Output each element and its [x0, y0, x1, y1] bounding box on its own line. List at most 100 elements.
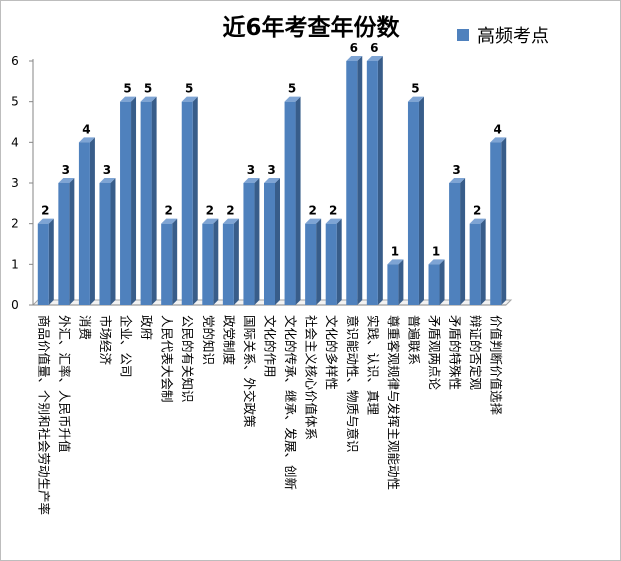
y-tick-label: 4 [11, 135, 19, 149]
bar [407, 96, 424, 306]
category-label: 外汇、汇率、人民币升值 [57, 315, 72, 453]
bar-front [202, 223, 214, 305]
data-label: 4 [82, 122, 90, 136]
bar-front [99, 183, 111, 305]
bar-front [325, 223, 337, 305]
data-label: 2 [41, 204, 49, 218]
data-label: 6 [370, 41, 378, 55]
bar-front [243, 183, 255, 305]
bar-front [120, 101, 132, 306]
bar [325, 218, 342, 305]
bar-side [357, 56, 363, 305]
bar-front [161, 223, 173, 305]
bar-front [181, 101, 193, 306]
data-label: 2 [164, 204, 172, 218]
y-tick-label: 0 [11, 298, 19, 312]
bar-top [387, 259, 404, 265]
category-label: 普遍联系 [406, 315, 421, 365]
bar-front [428, 264, 440, 305]
category-label: 价值判断价值选择 [489, 315, 504, 416]
category-label: 公民的有关知识 [180, 315, 195, 403]
bar [58, 178, 75, 305]
bar-side [275, 178, 280, 305]
bar-top [346, 56, 363, 61]
bar-side [110, 178, 116, 305]
bar-top [325, 218, 342, 224]
category-label: 文化的传承、继承、发展、创新 [283, 315, 298, 490]
data-label: 2 [473, 204, 481, 218]
data-label: 3 [62, 163, 70, 177]
bar-side [439, 259, 445, 305]
bar-side [398, 259, 404, 305]
bar-top [243, 178, 260, 183]
bar-side [233, 218, 239, 305]
bar-side [192, 96, 198, 306]
bar-side [151, 96, 157, 306]
data-label: 2 [206, 204, 214, 218]
bar-top [58, 178, 75, 183]
bar-side [377, 56, 383, 305]
bar-front [490, 142, 502, 305]
bar [305, 218, 322, 305]
bar-front [469, 223, 481, 305]
bar-top [37, 218, 54, 224]
bar [387, 259, 404, 305]
category-label: 消费 [77, 315, 92, 340]
bar-top [120, 96, 137, 102]
category-label: 文化的多样性 [324, 315, 339, 390]
bar-side [316, 218, 322, 305]
bar [222, 218, 239, 305]
bar [37, 218, 54, 305]
y-tick-label: 6 [11, 54, 19, 68]
category-label: 商品价值量、个别和社会劳动生产率 [36, 315, 51, 515]
bar-side [172, 218, 178, 305]
bar-side [48, 218, 54, 305]
data-label: 1 [432, 244, 440, 258]
bar [99, 178, 116, 305]
bar-top [305, 218, 322, 224]
data-label: 3 [452, 163, 460, 177]
bars [37, 56, 507, 306]
bar-side [480, 218, 486, 305]
bar [428, 259, 445, 305]
legend: 高频考点 [457, 26, 549, 47]
bar-front [366, 61, 378, 305]
category-label: 矛盾的特殊性 [448, 315, 463, 390]
bar-top [181, 96, 198, 102]
category-label: 矛盾观两点论 [427, 315, 442, 391]
bar [284, 96, 301, 306]
category-label: 实践、认识、真理 [365, 315, 380, 416]
bar [469, 218, 486, 305]
data-label: 3 [103, 163, 111, 177]
bar-side [295, 96, 301, 306]
bar-side [89, 137, 95, 305]
bar [120, 96, 137, 306]
bar-top [366, 56, 383, 61]
category-label: 辩证的否定观 [468, 315, 483, 391]
data-label: 3 [247, 163, 255, 177]
category-label: 社会主义核心价值体系 [304, 315, 319, 440]
bar [366, 56, 383, 305]
data-label: 1 [391, 244, 399, 258]
bar-side [418, 96, 424, 306]
bar [264, 178, 280, 305]
category-label: 意识能动性、物质与意识 [345, 315, 360, 453]
bar-front [407, 101, 419, 306]
bar-side [254, 178, 260, 305]
bar-side [213, 218, 219, 305]
bar-top [264, 178, 280, 183]
data-label: 5 [288, 82, 296, 96]
bar-top [407, 96, 424, 102]
data-label: 2 [329, 204, 337, 218]
category-labels: 商品价值量、个别和社会劳动生产率 外汇、汇率、人民币升值 消费 市场经济 企业、公司 政府… [36, 315, 503, 515]
bar-top [428, 259, 445, 265]
bar-front [58, 183, 70, 305]
data-label: 5 [123, 82, 131, 96]
bar-front [140, 101, 152, 306]
category-label: 企业、公司 [119, 315, 134, 378]
bar-top [222, 218, 239, 224]
bar-front [346, 61, 358, 305]
bar-side [131, 96, 137, 306]
